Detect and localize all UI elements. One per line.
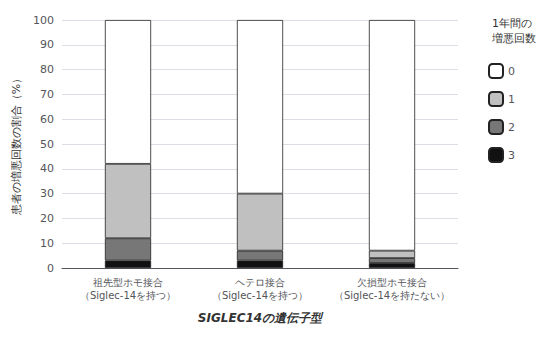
svg-text:1年間の: 1年間の (492, 17, 532, 30)
svg-text:70: 70 (40, 88, 54, 101)
svg-text:増悪回数: 増悪回数 (491, 32, 536, 45)
svg-text:祖先型ホモ接合: 祖先型ホモ接合 (93, 277, 163, 288)
svg-text:SIGLEC14の遺伝子型: SIGLEC14の遺伝子型 (198, 311, 324, 325)
svg-text:80: 80 (40, 63, 54, 76)
svg-text:10: 10 (40, 237, 54, 250)
svg-text:0: 0 (508, 65, 515, 78)
svg-text:2: 2 (508, 121, 515, 134)
svg-text:患者の増悪回数の割合（%）: 患者の増悪回数の割合（%） (10, 73, 23, 216)
svg-text:1: 1 (508, 93, 515, 106)
svg-text:30: 30 (40, 187, 54, 200)
svg-text:ヘテロ接合: ヘテロ接合 (235, 277, 285, 288)
svg-text:50: 50 (40, 138, 54, 151)
svg-text:60: 60 (40, 113, 54, 126)
svg-text:0: 0 (47, 262, 54, 275)
svg-text:欠損型ホモ接合: 欠損型ホモ接合 (357, 277, 427, 288)
svg-text:20: 20 (40, 212, 54, 225)
svg-text:90: 90 (40, 38, 54, 51)
svg-text:40: 40 (40, 162, 54, 175)
svg-text:（Siglec-14を持たない）: （Siglec-14を持たない） (334, 290, 450, 301)
svg-text:100: 100 (33, 14, 54, 27)
svg-text:3: 3 (508, 149, 515, 162)
svg-text:（Siglec-14を持つ）: （Siglec-14を持つ） (80, 290, 176, 301)
svg-text:（Siglec-14を持つ）: （Siglec-14を持つ） (212, 290, 308, 301)
